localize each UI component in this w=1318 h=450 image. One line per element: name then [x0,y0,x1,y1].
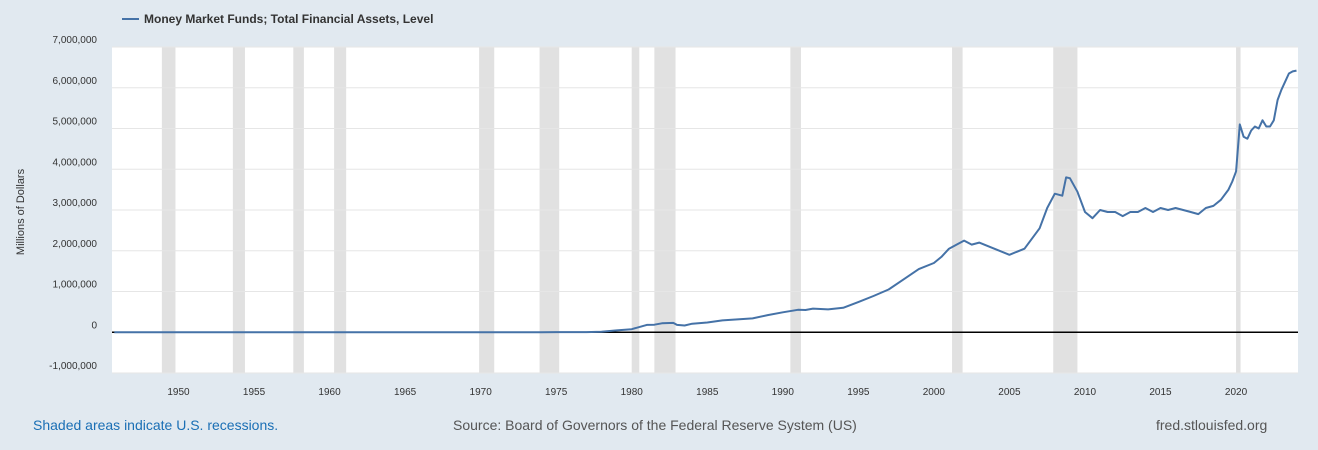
x-tick-label: 1975 [545,387,568,398]
y-tick-label: 4,000,000 [53,157,98,168]
y-tick-label: 3,000,000 [53,198,98,209]
source-text: Source: Board of Governors of the Federa… [453,417,857,433]
x-tick-label: 1980 [621,387,644,398]
series-group [114,69,1297,334]
y-tick-label: 0 [91,320,97,331]
x-tick-label: 1955 [243,387,266,398]
x-tick-label: 1995 [847,387,870,398]
x-axis-tick-labels: 1950 1955 1960 1965 1970 1975 1980 1985 1990 1995… [167,387,1247,398]
x-tick-label: 2005 [998,387,1021,398]
x-tick-label: 1965 [394,387,417,398]
x-tick-label: 1950 [167,387,190,398]
chart: -1,000,000 0 1,000,000 2,000,000 3,000,000 4,… [15,12,1298,398]
legend[interactable]: Money Market Funds; Total Financial Asse… [122,12,433,26]
series-line [114,69,1297,334]
y-axis-tick-labels: -1,000,000 0 1,000,000 2,000,000 3,000,000 4,… [49,35,97,372]
y-tick-label: 6,000,000 [53,76,98,87]
x-tick-label: 1990 [772,387,795,398]
recession-note-link[interactable]: Shaded areas indicate U.S. recessions. [33,417,279,433]
y-tick-label: 5,000,000 [53,117,98,128]
y-tick-label: 2,000,000 [53,239,98,250]
y-tick-label: 1,000,000 [53,280,98,291]
x-tick-label: 2000 [923,387,946,398]
y-axis-title: Millions of Dollars [15,168,27,255]
x-tick-label: 1960 [318,387,341,398]
x-tick-label: 1970 [470,387,493,398]
y-tick-label: 7,000,000 [53,35,98,46]
x-tick-label: 2020 [1225,387,1248,398]
y-tick-label: -1,000,000 [49,361,97,372]
fred-site-link[interactable]: fred.stlouisfed.org [1156,417,1268,433]
x-tick-label: 2010 [1074,387,1097,398]
x-tick-label: 2015 [1149,387,1172,398]
x-tick-label: 1985 [696,387,719,398]
legend-label: Money Market Funds; Total Financial Asse… [144,12,433,26]
